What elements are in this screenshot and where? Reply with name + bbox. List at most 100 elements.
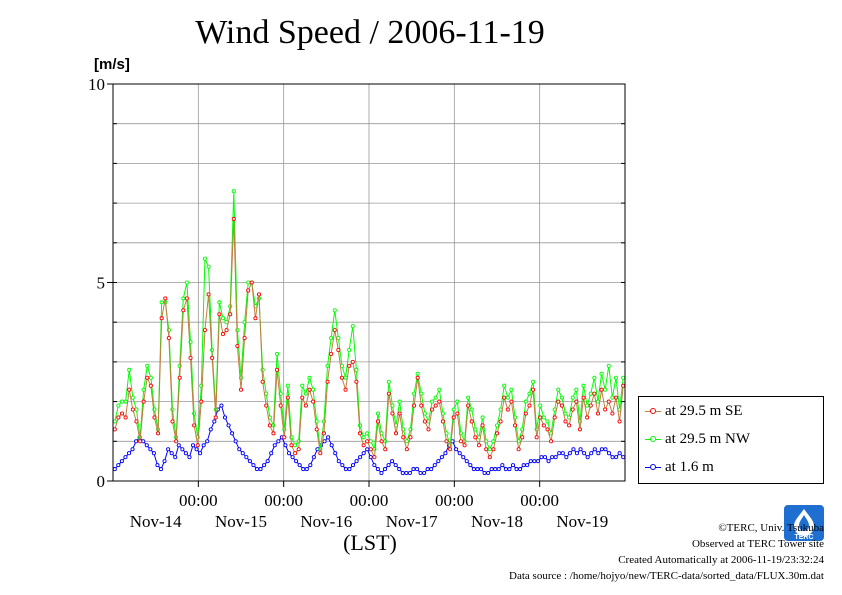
data-point <box>116 403 121 408</box>
axes: 0 5 10 00:00 00:00 00:00 00:00 00:00 Nov-14 Nov-1… <box>88 75 626 531</box>
data-point <box>282 435 287 440</box>
data-point <box>610 411 615 416</box>
data-point <box>116 463 121 468</box>
data-point <box>588 403 593 408</box>
data-point <box>502 395 507 400</box>
data-point <box>336 347 341 353</box>
data-point <box>559 403 564 408</box>
data-point <box>336 459 341 464</box>
data-point <box>482 471 487 476</box>
data-point <box>415 371 420 376</box>
data-point <box>158 467 164 472</box>
data-point <box>350 359 355 364</box>
legend-swatch-nw <box>645 434 661 444</box>
data-point <box>578 447 583 452</box>
data-point <box>613 375 619 380</box>
y-tick-label: 0 <box>97 472 106 491</box>
data-point <box>581 383 586 388</box>
data-point <box>429 467 434 472</box>
credit-created: Created Automatically at 2006-11-19/23:3… <box>618 554 824 566</box>
data-point <box>556 399 561 404</box>
data-point <box>621 375 626 380</box>
data-point <box>246 280 251 285</box>
data-point <box>311 455 316 460</box>
data-point <box>152 415 157 420</box>
data-point <box>237 447 242 452</box>
data-point <box>433 403 438 408</box>
data-point <box>386 463 391 468</box>
data-point <box>347 347 352 353</box>
data-point <box>617 419 622 424</box>
data-point <box>285 395 290 400</box>
data-point <box>174 439 179 444</box>
x-time-label: 00:00 <box>350 491 389 510</box>
data-point <box>455 399 460 404</box>
data-point <box>574 387 579 392</box>
data-point <box>222 415 228 420</box>
data-point <box>599 387 604 392</box>
data-point <box>466 403 471 408</box>
legend-item-se: at 29.5 m SE <box>645 401 743 421</box>
data-point <box>276 439 281 444</box>
data-point <box>148 447 153 452</box>
data-point <box>422 471 427 476</box>
data-point <box>595 399 601 404</box>
x-time-label: 00:00 <box>264 491 303 510</box>
data-point <box>134 439 139 444</box>
data-point <box>486 471 491 476</box>
data-point <box>159 316 164 321</box>
data-point <box>521 463 526 468</box>
data-point <box>361 451 366 456</box>
data-point <box>112 467 117 472</box>
data-point <box>545 419 550 424</box>
data-point <box>123 415 128 420</box>
data-point <box>141 439 146 444</box>
data-point <box>303 403 308 408</box>
data-point <box>293 451 298 456</box>
terc-logo: TERC <box>784 505 824 541</box>
data-point <box>621 383 626 388</box>
data-point <box>541 415 546 420</box>
data-point <box>574 451 580 456</box>
data-point <box>329 336 334 341</box>
data-point <box>606 363 611 368</box>
data-point <box>393 431 399 436</box>
data-point <box>321 431 326 436</box>
data-point <box>314 427 319 432</box>
data-point <box>500 463 505 468</box>
data-point <box>226 423 231 428</box>
data-point <box>347 467 352 472</box>
data-point <box>468 463 473 468</box>
data-point <box>507 467 512 472</box>
series-layer <box>112 189 626 476</box>
data-point <box>340 463 345 468</box>
y-tick-label: 5 <box>97 274 106 293</box>
data-point <box>433 395 438 400</box>
data-point <box>617 451 622 456</box>
data-point <box>538 415 543 420</box>
x-time-label: 00:00 <box>520 491 559 510</box>
terc-logo-icon: TERC <box>784 505 824 541</box>
data-point <box>278 403 283 408</box>
credit-source: Data source : /home/hojyo/new/TERC-data/… <box>509 570 824 582</box>
data-point <box>329 443 334 448</box>
data-point <box>262 463 267 468</box>
data-point <box>219 403 224 408</box>
data-point <box>286 451 292 456</box>
data-point <box>361 443 366 448</box>
data-point <box>311 387 316 392</box>
data-point <box>475 467 480 472</box>
data-point <box>130 395 135 400</box>
data-point <box>563 419 568 424</box>
data-point <box>242 336 247 341</box>
data-point <box>144 443 149 448</box>
data-point <box>199 399 204 404</box>
data-point <box>145 363 150 368</box>
data-point <box>418 471 423 476</box>
data-point <box>430 407 435 412</box>
data-point <box>194 447 199 452</box>
data-point <box>123 399 128 404</box>
data-point <box>614 455 619 460</box>
data-point <box>244 455 249 460</box>
data-point <box>332 328 337 333</box>
